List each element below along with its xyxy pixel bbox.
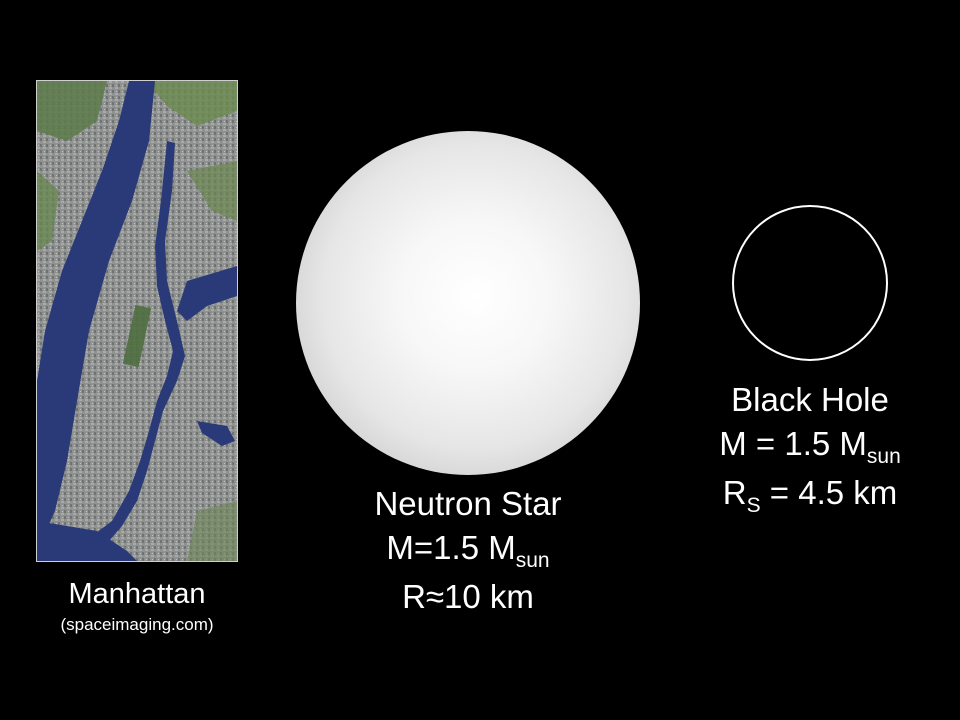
neutron-star-radius: R≈10 km <box>402 578 534 615</box>
manhattan-satellite-image <box>36 80 238 562</box>
black-hole-radius-subscript: S <box>746 494 761 517</box>
black-hole-mass-value: M = 1.5 M <box>719 425 867 462</box>
neutron-star-title: Neutron Star <box>374 485 562 522</box>
black-hole-title: Black Hole <box>731 381 889 418</box>
black-hole-circle <box>732 205 888 361</box>
manhattan-map-graphic <box>37 81 237 561</box>
black-hole-mass-subscript: sun <box>866 445 901 468</box>
black-hole-radius: RS = 4.5 km <box>680 471 940 520</box>
neutron-star-sphere <box>296 131 640 475</box>
neutron-star-mass: M=1.5 Msun <box>318 526 618 575</box>
black-hole-mass: M = 1.5 Msun <box>680 422 940 471</box>
neutron-star-mass-subscript: sun <box>515 549 550 572</box>
image-credit: (spaceimaging.com) <box>60 615 214 634</box>
manhattan-caption: Manhattan (spaceimaging.com) <box>20 576 254 636</box>
black-hole-radius-value: = 4.5 km <box>760 474 898 511</box>
black-hole-caption: Black Hole M = 1.5 Msun RS = 4.5 km <box>680 378 940 520</box>
neutron-star-mass-value: M=1.5 M <box>386 529 516 566</box>
manhattan-title: Manhattan <box>68 578 206 610</box>
black-hole-radius-symbol: R <box>722 474 747 511</box>
neutron-star-caption: Neutron Star M=1.5 Msun R≈10 km <box>318 482 618 619</box>
